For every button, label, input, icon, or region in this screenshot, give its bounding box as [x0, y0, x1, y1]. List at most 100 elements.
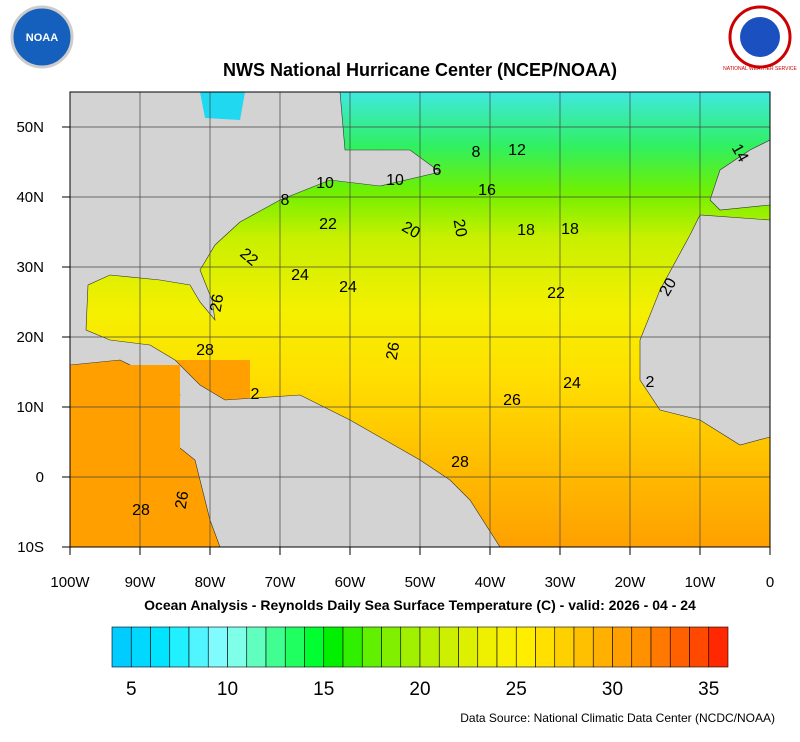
colorbar-cell	[477, 626, 498, 668]
contour-label: 26	[208, 293, 228, 314]
colorbar-cell	[265, 626, 286, 668]
contour-label: 2	[646, 374, 655, 391]
colorbar-cell	[612, 626, 633, 668]
colorbar-cell	[323, 626, 344, 668]
noaa-logo-text: NOAA	[26, 32, 58, 44]
lon-label: 0	[766, 574, 774, 591]
lon-label: 60W	[335, 574, 367, 591]
colorbar-label: 15	[313, 679, 334, 700]
colorbar-cell	[419, 626, 440, 668]
nws-logo-text: NATIONAL WEATHER SERVICE	[723, 66, 797, 72]
colorbar-cell	[246, 626, 267, 668]
colorbar-cell	[111, 626, 132, 668]
colorbar-cell	[304, 626, 325, 668]
lon-label: 10W	[685, 574, 717, 591]
lon-label: 90W	[125, 574, 157, 591]
land-africa	[639, 214, 770, 446]
colorbar-cell	[169, 626, 190, 668]
contour-label: 8	[281, 192, 290, 209]
contour-label: 26	[503, 392, 521, 409]
colorbar-cell	[150, 626, 171, 668]
colorbar-cell	[650, 626, 671, 668]
contour-label: 28	[451, 454, 469, 471]
map	[70, 92, 770, 547]
lat-label: 10N	[16, 399, 44, 416]
contour-label: 12	[508, 142, 526, 159]
colorbar-cell	[689, 626, 710, 668]
pacific-fill	[70, 365, 180, 547]
colorbar-cell	[438, 626, 459, 668]
contour-label: 22	[547, 285, 565, 302]
lat-label: 40N	[16, 189, 44, 206]
lat-label: 20N	[16, 329, 44, 346]
contour-label: 8	[472, 144, 481, 161]
lon-label: 80W	[195, 574, 227, 591]
caption: Ocean Analysis - Reynolds Daily Sea Surf…	[144, 597, 696, 613]
colorbar-cell	[207, 626, 228, 668]
contour-label: 18	[561, 221, 579, 238]
hudson-bay	[200, 92, 245, 120]
colorbar-cell	[592, 626, 613, 668]
contour-label: 10	[316, 175, 334, 192]
contour-label: 26	[173, 490, 193, 511]
colorbar-cell	[361, 626, 382, 668]
contour-label: 20	[399, 219, 423, 243]
noaa-logo	[10, 5, 74, 69]
colorbar-cell	[342, 626, 363, 668]
colorbar-cell	[458, 626, 479, 668]
colorbar-cell	[130, 626, 151, 668]
contour-label: 26	[384, 341, 404, 362]
colorbar-cell	[381, 626, 402, 668]
colorbar-cell	[535, 626, 556, 668]
contour-label: 20	[450, 218, 470, 239]
colorbar-cell	[573, 626, 594, 668]
contour-label: 24	[563, 375, 581, 392]
colorbar-label: 5	[126, 679, 137, 700]
contour-label: 24	[339, 279, 357, 296]
source: Data Source: National Climatic Data Cent…	[460, 711, 775, 725]
grid	[70, 92, 770, 547]
colorbar-cell	[227, 626, 248, 668]
contour-label: 28	[196, 342, 214, 359]
contour-label: 16	[478, 182, 496, 199]
contour-label: 10	[386, 172, 404, 189]
lon-label: 40W	[475, 574, 507, 591]
colorbar-label: 10	[217, 679, 238, 700]
contour-label: 22	[319, 216, 337, 233]
contour-label: 14	[728, 141, 752, 165]
land-europe	[709, 139, 770, 211]
lon-label: 70W	[265, 574, 297, 591]
colorbar-label: 25	[506, 679, 527, 700]
contour-label: 6	[433, 162, 442, 179]
colorbar-cell	[188, 626, 209, 668]
axes: 100W 90W 80W 70W 60W 50W 40W 30W 20W 10W 0 50N 40N 30…	[16, 119, 774, 591]
contour-label: 18	[517, 222, 535, 239]
colorbar-cell	[669, 626, 690, 668]
lat-label: 10S	[17, 539, 44, 556]
title: NWS National Hurricane Center (NCEP/NOAA…	[223, 60, 617, 80]
colorbar-cell	[708, 626, 729, 668]
lat-label: 0	[36, 469, 44, 486]
colorbar: 5 10 15 20 25 30 35	[111, 626, 729, 700]
colorbar-label: 30	[602, 679, 623, 700]
lon-label: 30W	[545, 574, 577, 591]
lat-label: 30N	[16, 259, 44, 276]
colorbar-cell	[515, 626, 536, 668]
contour-label: 20	[657, 275, 681, 299]
nws-logo-center	[740, 17, 780, 57]
colorbar-label: 35	[698, 679, 719, 700]
colorbar-cell	[496, 626, 517, 668]
colorbar-cell	[400, 626, 421, 668]
lon-label: 100W	[50, 574, 90, 591]
contour-label: 24	[291, 267, 309, 284]
lon-label: 20W	[615, 574, 647, 591]
lon-label: 50W	[405, 574, 437, 591]
colorbar-cell	[284, 626, 305, 668]
contour-label: 28	[132, 502, 150, 519]
lat-label: 50N	[16, 119, 44, 136]
colorbar-label: 20	[409, 679, 430, 700]
colorbar-cell	[554, 626, 575, 668]
colorbar-cell	[631, 626, 652, 668]
